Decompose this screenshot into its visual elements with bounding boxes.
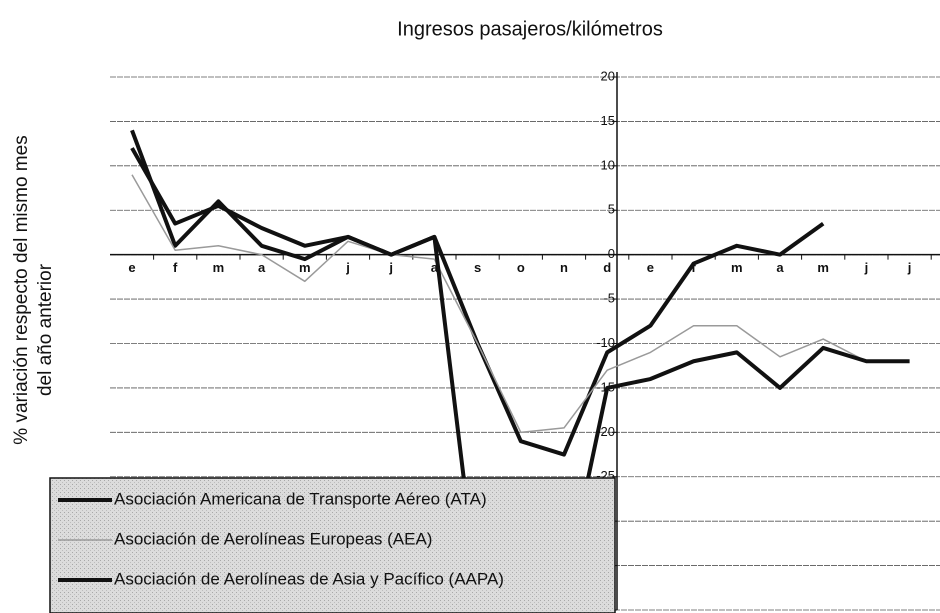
x-tick-label: e	[647, 260, 654, 275]
y-tick-label: -5	[603, 291, 615, 306]
y-tick-label: 10	[601, 157, 615, 172]
x-tick-label: e	[128, 260, 135, 275]
x-tick-label: a	[258, 260, 266, 275]
legend-label: Asociación de Aerolíneas Europeas (AEA)	[114, 529, 432, 548]
chart-title: Ingresos pasajeros/kilómetros	[397, 18, 663, 40]
legend-label: Asociación Americana de Transporte Aéreo…	[114, 489, 487, 508]
x-tick-label: s	[474, 260, 481, 275]
x-tick-label: a	[776, 260, 784, 275]
x-tick-label: n	[560, 260, 568, 275]
x-tick-label: d	[603, 260, 611, 275]
x-tick-label: f	[691, 260, 696, 275]
y-tick-label: 0	[608, 246, 615, 261]
x-tick-label: o	[517, 260, 525, 275]
legend-label: Asociación de Aerolíneas de Asia y Pacíf…	[114, 569, 504, 588]
series-line	[131, 174, 867, 434]
x-tick-label: m	[299, 260, 311, 275]
x-tick-label: f	[173, 260, 178, 275]
y-tick-label: -20	[596, 424, 615, 439]
x-tick-label: a	[431, 260, 439, 275]
y-tick-label: 15	[601, 113, 615, 128]
y-tick-label: -10	[596, 335, 615, 350]
x-tick-label: m	[817, 260, 829, 275]
y-tick-label: 20	[601, 68, 615, 83]
x-tick-label: j	[345, 260, 350, 275]
x-tick-label: m	[213, 260, 225, 275]
x-tick-label: m	[731, 260, 743, 275]
x-tick-label: j	[907, 260, 912, 275]
y-tick-label: 5	[608, 202, 615, 217]
legend-box	[49, 477, 616, 613]
y-axis-label: % variación respecto del mismo mes	[11, 135, 32, 444]
x-tick-label: j	[864, 260, 869, 275]
series-line	[130, 129, 825, 457]
x-tick-label: j	[388, 260, 393, 275]
y-axis-label: del año anterior	[35, 263, 56, 396]
